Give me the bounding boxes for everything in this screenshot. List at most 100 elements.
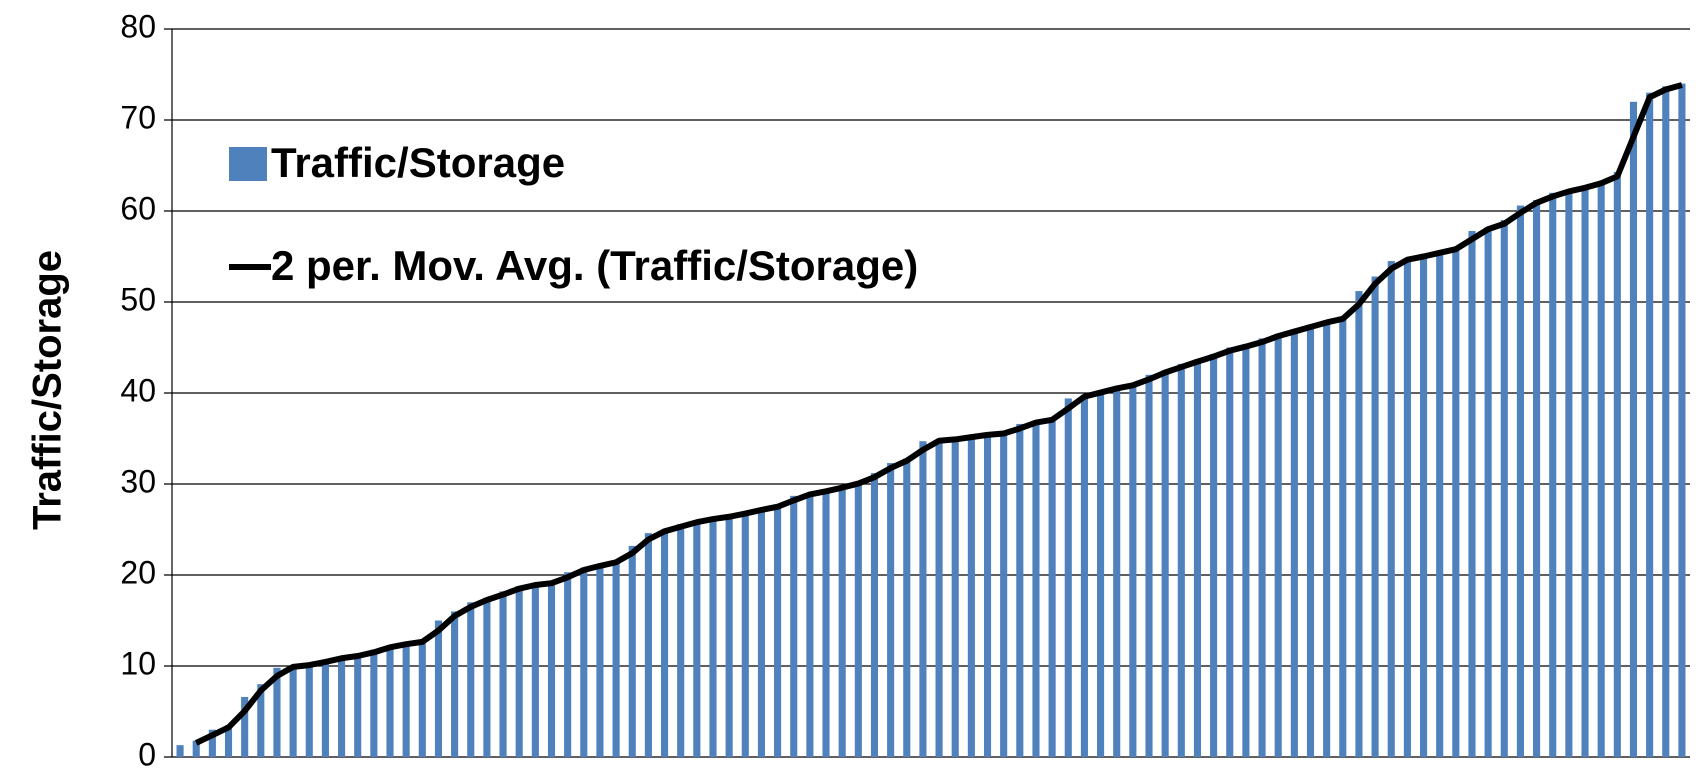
bar: [967, 435, 975, 757]
bar: [644, 533, 652, 757]
bar: [1403, 258, 1411, 757]
bar: [677, 524, 685, 757]
bar: [1629, 101, 1638, 758]
bar: [1258, 338, 1266, 757]
bar: [451, 611, 459, 757]
bar: [806, 493, 814, 757]
bar: [1484, 227, 1492, 757]
bar: [515, 585, 523, 757]
bar: [402, 643, 410, 757]
y-tick-label: 80: [120, 8, 156, 44]
bar: [854, 481, 862, 757]
bar: [1113, 386, 1121, 757]
bar: [257, 684, 265, 757]
bar: [1646, 92, 1654, 757]
bar: [709, 517, 717, 757]
y-axis-title: Traffic/Storage: [26, 250, 70, 530]
bar: [822, 489, 830, 757]
bar: [1452, 247, 1460, 757]
bar: [1323, 320, 1331, 757]
bar: [693, 520, 701, 757]
bar: [580, 567, 588, 757]
legend-swatch: [229, 147, 267, 181]
bar: [1371, 276, 1379, 757]
bar: [1678, 83, 1686, 758]
bar: [951, 438, 959, 757]
moving-average-line: [194, 82, 1683, 746]
bar: [919, 441, 927, 757]
bar: [1145, 374, 1153, 757]
bar: [1177, 363, 1185, 757]
bar: [1306, 324, 1315, 757]
bar: [628, 545, 636, 757]
bar: [1064, 398, 1072, 757]
bar: [321, 659, 329, 757]
bar: [1226, 347, 1234, 757]
bar: [354, 655, 362, 757]
bar: [547, 582, 556, 757]
bar: [531, 584, 539, 757]
bar: [1080, 394, 1088, 757]
bar: [1210, 353, 1218, 757]
bar: [757, 508, 765, 757]
y-tick-label: 60: [120, 190, 156, 226]
bar: [1533, 200, 1541, 757]
bar: [370, 649, 378, 757]
bar: [935, 440, 943, 757]
bar: [1419, 254, 1428, 757]
bar: [596, 564, 604, 757]
bar: [983, 433, 992, 757]
bar: [338, 656, 346, 757]
bar: [564, 572, 572, 757]
bar: [1436, 251, 1444, 758]
bar: [1000, 433, 1008, 757]
bar: [774, 504, 782, 757]
y-tick-label: 40: [120, 372, 156, 408]
bar: [1161, 370, 1169, 757]
bar: [1242, 345, 1250, 757]
bar: [289, 666, 297, 757]
bar: [418, 640, 426, 757]
legend-label: Traffic/Storage: [271, 139, 565, 186]
bar: [241, 696, 249, 757]
bar: [870, 473, 879, 757]
bar: [1193, 359, 1202, 757]
bar: [790, 495, 798, 757]
bar: [1290, 329, 1298, 757]
bar: [386, 645, 394, 757]
bar: [1468, 231, 1476, 757]
bar: [1032, 421, 1040, 757]
bar: [224, 725, 233, 757]
bar: [1274, 333, 1282, 757]
bar: [305, 664, 313, 757]
bar: [741, 511, 749, 757]
bar: [838, 485, 846, 757]
y-tick-label: 0: [138, 736, 156, 772]
bar: [1565, 190, 1573, 757]
bar: [208, 729, 216, 757]
bar: [1387, 261, 1395, 757]
y-tick-label: 70: [120, 99, 156, 135]
bar: [1355, 291, 1363, 757]
bar: [612, 560, 620, 757]
bar: [1339, 317, 1347, 757]
legend-label: 2 per. Mov. Avg. (Traffic/Storage): [271, 242, 918, 289]
bar: [1500, 220, 1508, 758]
bar: [903, 458, 911, 757]
bar: [273, 667, 281, 757]
bar: [483, 597, 491, 757]
bar: [1016, 423, 1024, 757]
bar: [434, 620, 443, 757]
bar: [1581, 185, 1589, 757]
bar: [1048, 418, 1056, 757]
bar: [467, 602, 475, 757]
bar: [1662, 86, 1670, 757]
bar: [1097, 390, 1105, 757]
bar: [1516, 205, 1524, 758]
bar: [192, 740, 200, 757]
bar: [1597, 180, 1605, 758]
bar: [887, 463, 895, 757]
bar: [725, 515, 733, 757]
y-tick-label: 20: [120, 554, 156, 590]
